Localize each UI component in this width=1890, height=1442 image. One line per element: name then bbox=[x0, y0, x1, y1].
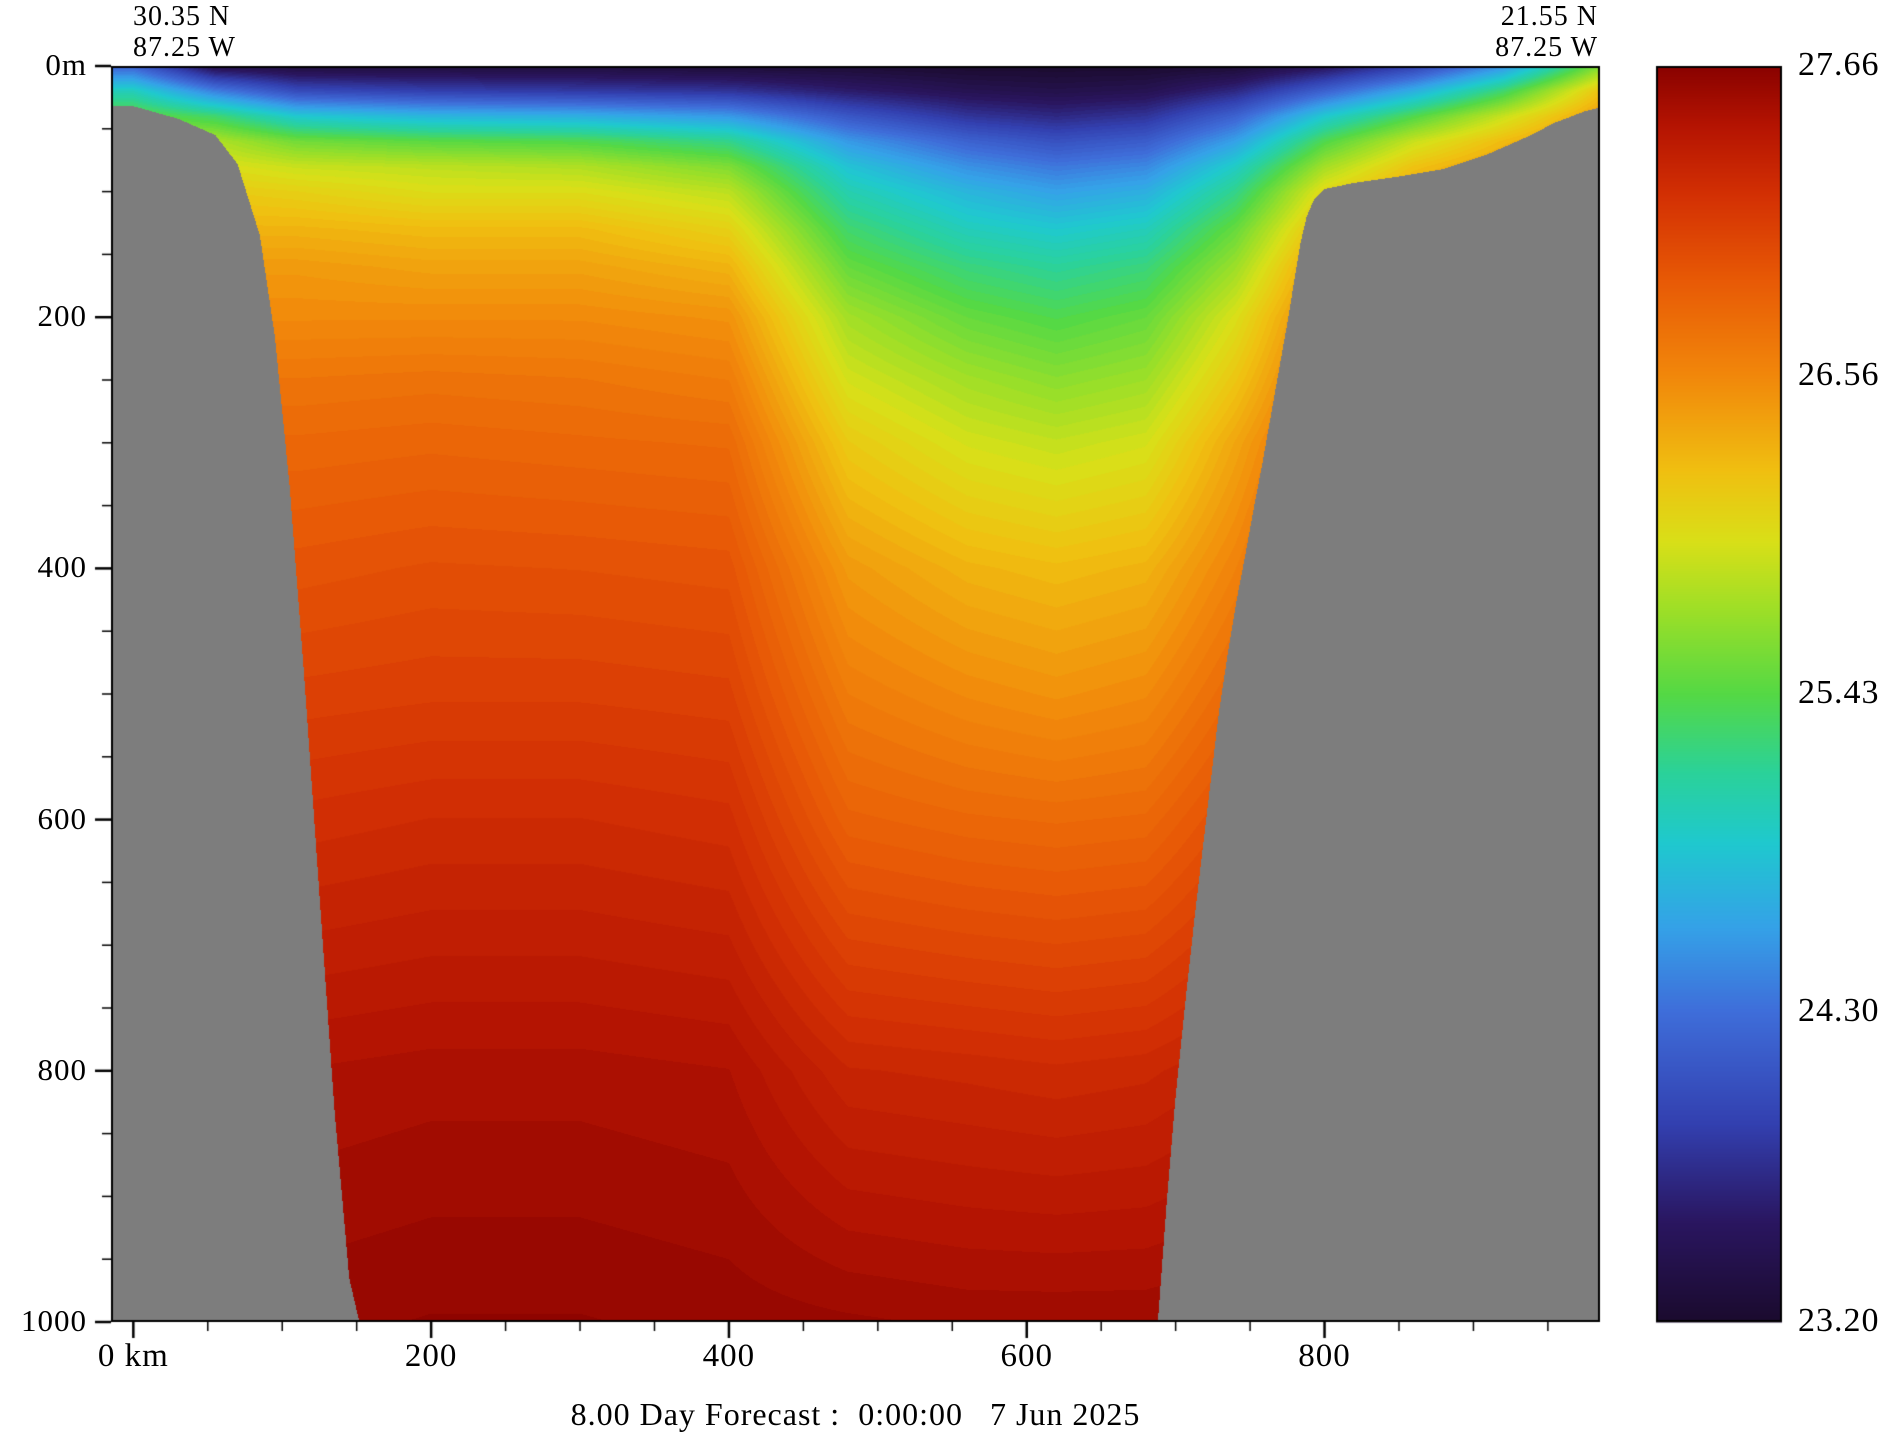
x-axis-tick-label: 200 bbox=[404, 1338, 458, 1374]
colorbar-tick-label: 25.43 bbox=[1798, 674, 1880, 711]
end-longitude-label: 87.25 W bbox=[1495, 32, 1598, 63]
section-start-coordinates: 30.35 N 87.25 W bbox=[133, 1, 236, 63]
y-axis-tick-label: 400 bbox=[37, 549, 87, 585]
y-axis-tick-label: 0m bbox=[45, 47, 87, 82]
x-axis-tick-label: 0 km bbox=[97, 1338, 169, 1374]
end-latitude-label: 21.55 N bbox=[1500, 1, 1598, 32]
y-axis-tick-label: 1000 bbox=[21, 1303, 87, 1338]
start-latitude-label: 30.35 N bbox=[133, 1, 231, 32]
colorbar-tick-label: 26.56 bbox=[1798, 355, 1880, 393]
start-longitude-label: 87.25 W bbox=[133, 32, 236, 63]
y-axis-tick-label: 600 bbox=[37, 800, 87, 836]
colorbar-tick-label: 24.30 bbox=[1798, 992, 1880, 1030]
x-axis-tick-label: 800 bbox=[1298, 1338, 1351, 1374]
forecast-caption: 8.00 Day Forecast : 0:00:00 7 Jun 2025 bbox=[570, 1396, 1141, 1432]
x-axis-tick-label: 400 bbox=[702, 1338, 756, 1374]
section-end-coordinates: 21.55 N 87.25 W bbox=[1495, 1, 1598, 63]
colorbar-tick-label: 23.20 bbox=[1798, 1302, 1880, 1339]
y-axis-tick-label: 800 bbox=[37, 1051, 87, 1087]
x-axis-tick-label: 600 bbox=[1000, 1338, 1053, 1374]
y-axis-tick-label: 200 bbox=[37, 298, 87, 334]
colorbar-tick-label: 27.66 bbox=[1798, 46, 1880, 83]
